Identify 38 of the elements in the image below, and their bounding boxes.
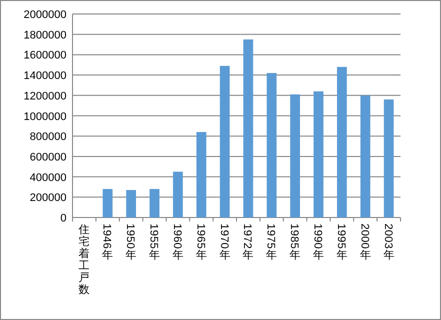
bar (243, 39, 254, 218)
x-tick-label: 1965年 (194, 224, 207, 262)
x-tick-label: 1985年 (288, 224, 301, 262)
x-tick-label: 1975年 (264, 224, 278, 262)
x-tick-label: 1946年 (100, 224, 114, 262)
y-tick-label: 1400000 (24, 70, 66, 82)
x-tick-label: 1990年 (312, 224, 324, 262)
bar (290, 94, 300, 218)
x-tick-label: 1972年 (241, 224, 254, 262)
bar (150, 189, 160, 218)
x-tick-label: 2003年 (382, 224, 394, 262)
y-tick-label: 800000 (30, 131, 66, 144)
bar (314, 91, 324, 218)
y-tick-label: 200000 (30, 192, 66, 204)
x-tick-label: 1955年 (148, 224, 160, 262)
y-tick-label: 1000000 (24, 110, 66, 123)
bar (360, 95, 370, 218)
bar (196, 132, 206, 218)
x-tick-label: 2000年 (358, 224, 371, 262)
y-tick-label: 2000000 (24, 9, 66, 21)
x-tick-label: 1995年 (334, 224, 348, 262)
bar (102, 189, 113, 218)
x-tick-label: 1970年 (218, 224, 230, 262)
bar (126, 190, 136, 218)
y-tick-label: 1200000 (24, 90, 66, 102)
y-tick-label: 400000 (30, 172, 66, 184)
y-tick-label: 1600000 (24, 50, 66, 62)
x-tick-label: 住宅着工戸数 (78, 224, 90, 296)
x-tick-label: 1960年 (170, 224, 184, 262)
bar (220, 66, 230, 218)
x-tick-label: 1950年 (124, 224, 137, 262)
bar (266, 73, 277, 218)
bar (173, 172, 183, 218)
y-tick-label: 1800000 (24, 29, 66, 42)
y-tick-label: 600000 (30, 151, 66, 164)
bar (337, 66, 347, 218)
y-tick-label: 0 (60, 212, 66, 224)
bar (384, 99, 394, 218)
